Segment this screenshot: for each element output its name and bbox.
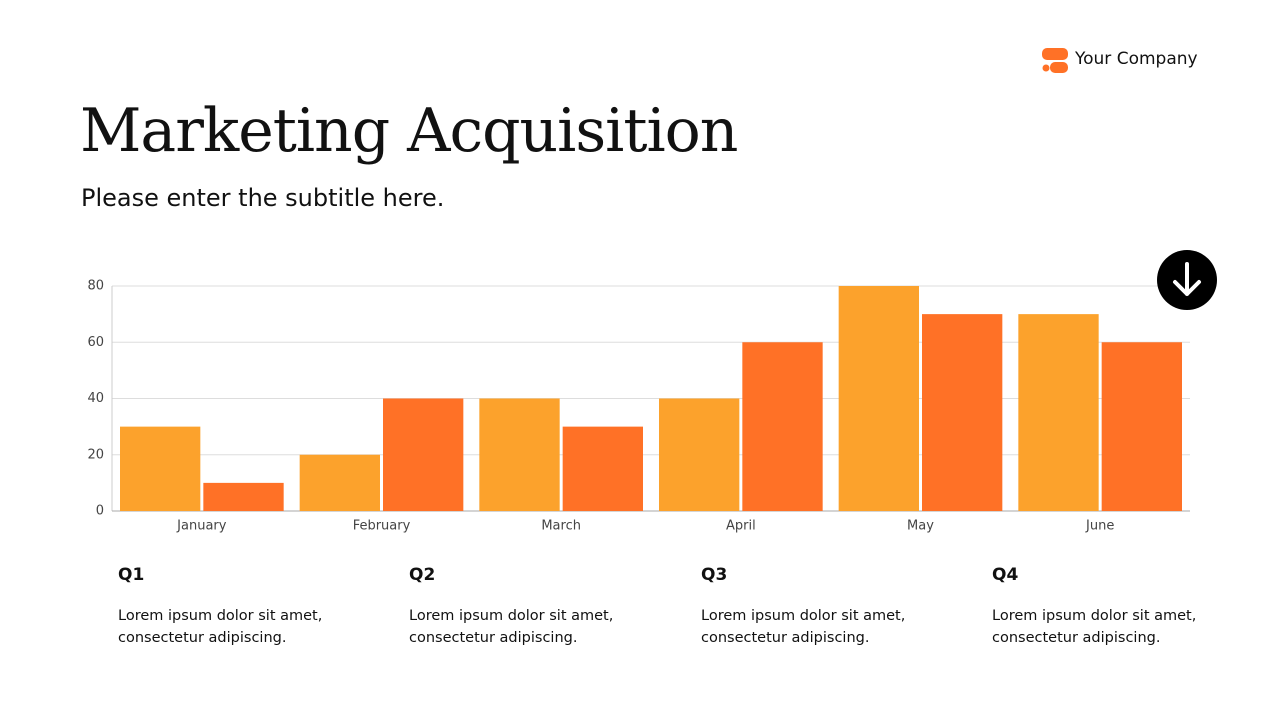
bar <box>479 398 560 511</box>
bar <box>838 286 919 511</box>
x-tick-label: January <box>176 519 227 534</box>
y-tick-label: 60 <box>87 335 104 350</box>
x-tick-label: February <box>353 519 411 534</box>
x-tick-label: May <box>907 519 934 534</box>
quarter: Q2 Lorem ipsum dolor sit amet, consectetu… <box>409 565 649 649</box>
y-tick-label: 40 <box>87 391 104 406</box>
quarter-text: Lorem ipsum dolor sit amet, consectetur … <box>118 608 323 646</box>
company-name: Your Company <box>1075 49 1198 69</box>
y-tick-label: 80 <box>87 279 104 294</box>
logo <box>1042 48 1068 73</box>
quarter: Q4 Lorem ipsum dolor sit amet, consectetu… <box>992 565 1232 649</box>
quarter-text: Lorem ipsum dolor sit amet, consectetur … <box>701 608 906 646</box>
bar <box>562 426 643 511</box>
quarter-text: Lorem ipsum dolor sit amet, consectetur … <box>409 608 614 646</box>
quarter: Q3 Lorem ipsum dolor sit amet, consectetu… <box>701 565 941 649</box>
y-tick-label: 20 <box>87 447 104 462</box>
bar <box>742 342 823 511</box>
x-tick-label: March <box>541 519 581 534</box>
quarter-label: Q3 <box>701 565 728 585</box>
bar <box>659 398 740 511</box>
download-button[interactable] <box>1157 250 1219 312</box>
y-tick-label: 0 <box>96 504 104 519</box>
bar <box>299 454 380 511</box>
quarter: Q1 Lorem ipsum dolor sit amet, consectetu… <box>118 565 358 649</box>
bar <box>203 482 284 511</box>
x-tick-label: June <box>1085 519 1114 534</box>
x-tick-label: April <box>726 519 756 534</box>
bar <box>120 426 201 511</box>
bar <box>1101 342 1182 511</box>
bar <box>383 398 464 511</box>
quarter-label: Q1 <box>118 565 145 585</box>
subtitle: Please enter the subtitle here. <box>81 184 445 212</box>
quarter-label: Q2 <box>409 565 436 585</box>
bar <box>922 314 1003 511</box>
title: Marketing Acquisition <box>80 96 738 166</box>
bar <box>1018 314 1099 511</box>
quarter-label: Q4 <box>992 565 1019 585</box>
quarter-text: Lorem ipsum dolor sit amet, consectetur … <box>992 608 1197 646</box>
